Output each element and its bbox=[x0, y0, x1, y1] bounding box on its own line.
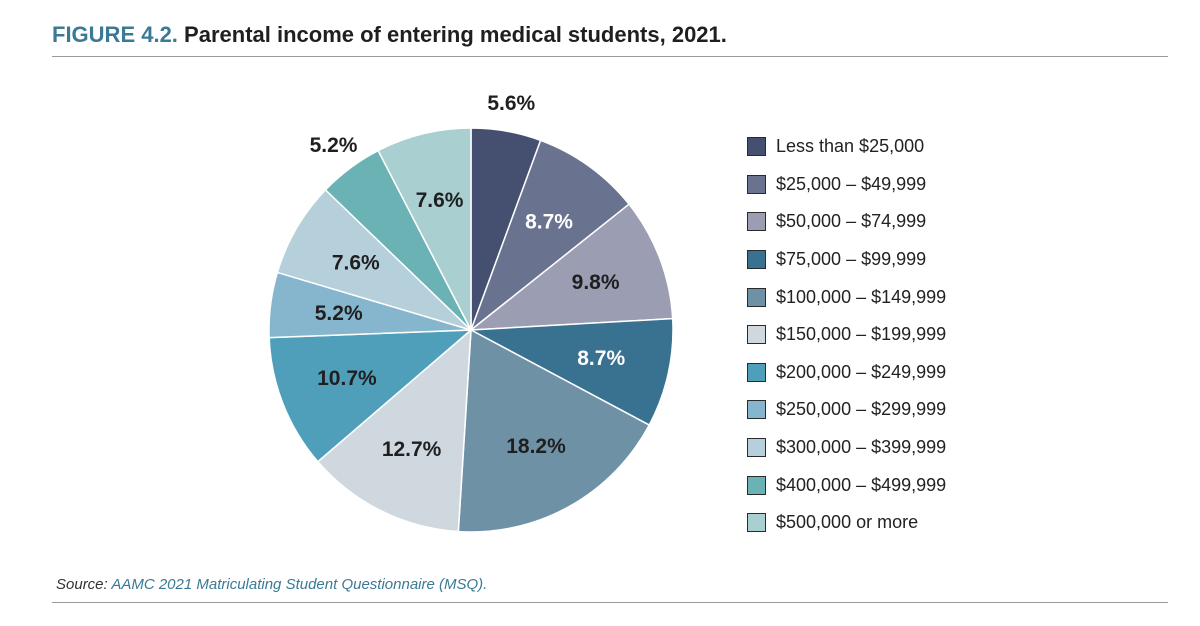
slice-data-label: 8.7% bbox=[525, 210, 573, 233]
top-divider bbox=[52, 56, 1168, 57]
legend-label: $25,000 – $49,999 bbox=[776, 173, 927, 194]
legend-swatch bbox=[747, 174, 766, 194]
legend-item: $400,000 – $499,999 bbox=[747, 466, 946, 504]
source-text: AAMC 2021 Matriculating Student Question… bbox=[111, 576, 488, 593]
legend-label: $50,000 – $74,999 bbox=[776, 211, 927, 232]
legend-swatch bbox=[747, 137, 766, 157]
legend-swatch bbox=[747, 475, 766, 495]
legend-item: Less than $25,000 bbox=[747, 128, 946, 166]
legend-item: $200,000 – $249,999 bbox=[747, 354, 946, 392]
legend-label: $200,000 – $249,999 bbox=[776, 361, 947, 382]
figure-label: FIGURE 4.2. bbox=[52, 22, 178, 47]
legend-label: $100,000 – $149,999 bbox=[776, 286, 947, 307]
legend-label: $150,000 – $199,999 bbox=[776, 324, 947, 345]
slice-data-label: 5.2% bbox=[315, 302, 363, 325]
legend-item: $300,000 – $399,999 bbox=[747, 429, 946, 467]
slice-data-label: 7.6% bbox=[332, 251, 380, 274]
legend-label: $500,000 or more bbox=[776, 512, 919, 533]
pie-slice-500-000-or-more bbox=[377, 127, 472, 331]
pie-slice-150-000-199-999 bbox=[316, 328, 472, 533]
legend-swatch bbox=[747, 438, 766, 458]
slice-data-label: 5.2% bbox=[310, 134, 358, 157]
slice-data-label: 18.2% bbox=[506, 435, 566, 458]
legend-swatch bbox=[747, 212, 766, 232]
legend-item: $250,000 – $299,999 bbox=[747, 391, 946, 429]
legend-swatch bbox=[747, 250, 766, 270]
legend-swatch bbox=[747, 400, 766, 420]
figure-title-text: Parental income of entering medical stud… bbox=[184, 22, 727, 47]
chart-legend: Less than $25,000 $25,000 – $49,999 $50,00… bbox=[747, 128, 946, 542]
slice-data-label: 8.7% bbox=[577, 347, 625, 370]
legend-label: $300,000 – $399,999 bbox=[776, 437, 947, 458]
pie-slice-labels: 5.6% 8.7% 9.8% 8.7% 18.2% 12.7% 10.7% 5.2% 7.6% 5… bbox=[310, 92, 626, 461]
pie-slice-25-000-49-999 bbox=[469, 139, 631, 333]
pie-slice-75-000-99-999 bbox=[468, 317, 674, 427]
legend-item: $150,000 – $199,999 bbox=[747, 316, 946, 354]
legend-label: $400,000 – $499,999 bbox=[776, 474, 947, 495]
figure-title: FIGURE 4.2. Parental income of entering … bbox=[52, 22, 727, 48]
pie-slice-200-000-249-999 bbox=[268, 329, 474, 463]
pie-slices bbox=[268, 127, 674, 533]
bottom-divider bbox=[52, 602, 1168, 603]
legend-label: Less than $25,000 bbox=[776, 136, 925, 157]
legend-item: $50,000 – $74,999 bbox=[747, 203, 946, 241]
pie-slice-100-000-149-999 bbox=[457, 328, 651, 533]
slice-data-label: 7.6% bbox=[416, 189, 464, 212]
legend-item: $25,000 – $49,999 bbox=[747, 166, 946, 204]
source-prefix: Source: bbox=[56, 576, 108, 593]
legend-swatch bbox=[747, 287, 766, 307]
legend-swatch bbox=[747, 325, 766, 345]
legend-swatch bbox=[747, 362, 766, 382]
legend-item: $100,000 – $149,999 bbox=[747, 278, 946, 316]
legend-item: $75,000 – $99,999 bbox=[747, 241, 946, 279]
slice-data-label: 10.7% bbox=[317, 367, 377, 390]
pie-slice-50-000-74-999 bbox=[468, 203, 674, 331]
slice-data-label: 9.8% bbox=[572, 271, 620, 294]
source-note: Source: AAMC 2021 Matriculating Student … bbox=[56, 576, 487, 593]
legend-item: $500,000 or more bbox=[747, 504, 946, 542]
slice-data-label: 5.6% bbox=[487, 92, 535, 115]
legend-swatch bbox=[747, 513, 766, 533]
slice-data-label: 12.7% bbox=[382, 438, 442, 461]
pie-slice-300-000-399-999 bbox=[276, 188, 472, 331]
legend-label: $75,000 – $99,999 bbox=[776, 249, 927, 270]
legend-label: $250,000 – $299,999 bbox=[776, 399, 947, 420]
